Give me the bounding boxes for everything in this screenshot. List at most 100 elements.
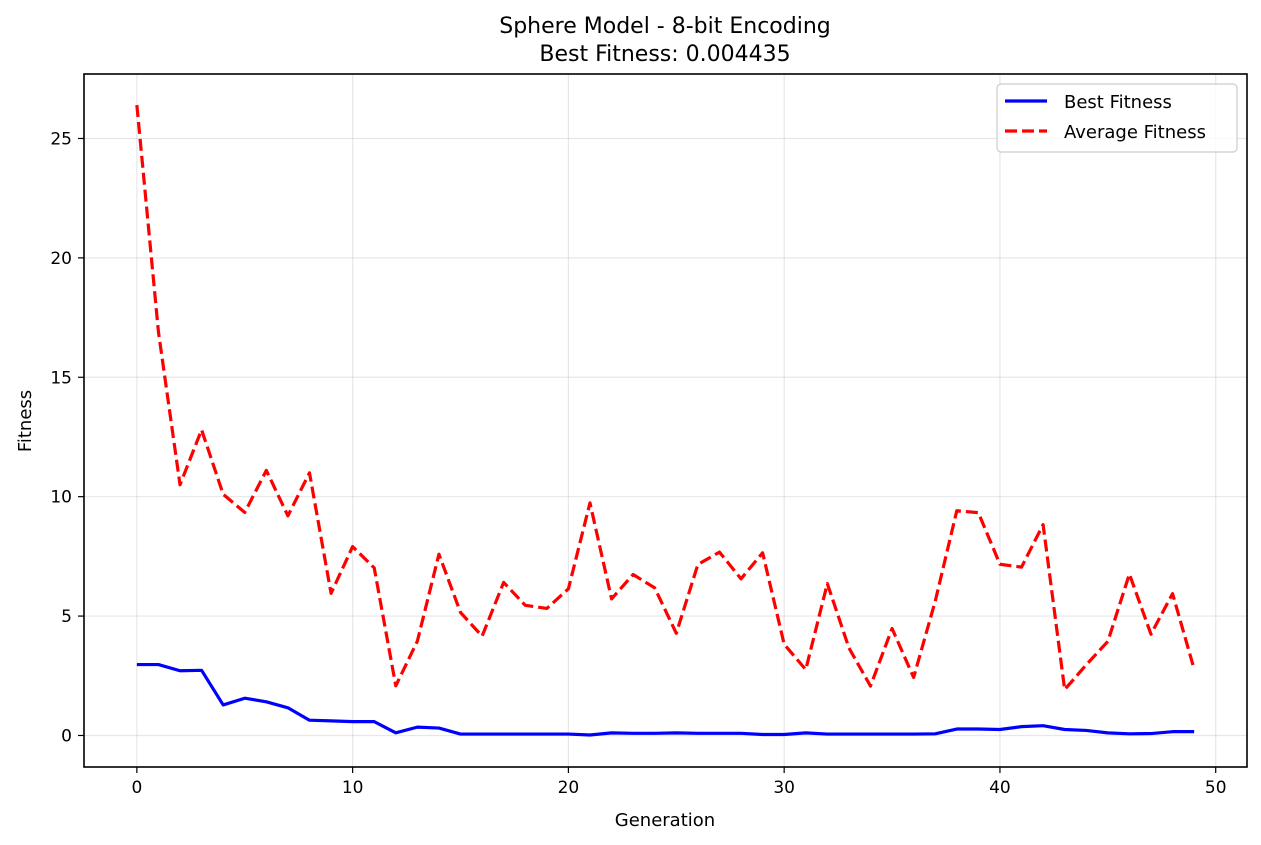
data-point-average-fitness — [523, 603, 528, 608]
data-point-best-fitness — [1062, 727, 1067, 732]
data-point-best-fitness — [1148, 731, 1153, 736]
data-point-average-fitness — [178, 482, 183, 487]
data-point-best-fitness — [609, 730, 614, 735]
x-axis-ticks: 0 10 20 30 40 50 — [131, 767, 1227, 798]
data-point-average-fitness — [933, 599, 938, 604]
y-tick-label: 25 — [50, 129, 72, 149]
data-point-best-fitness — [415, 725, 420, 730]
data-point-average-fitness — [652, 585, 657, 590]
y-tick-label: 20 — [50, 249, 72, 269]
data-point-average-fitness — [674, 631, 679, 636]
data-point-average-fitness — [1127, 572, 1132, 577]
data-point-best-fitness — [1170, 729, 1175, 734]
data-point-average-fitness — [997, 562, 1002, 567]
data-point-average-fitness — [415, 639, 420, 644]
y-tick-label: 0 — [61, 726, 72, 746]
x-tick-label: 10 — [342, 778, 364, 798]
data-point-best-fitness — [587, 733, 592, 738]
data-point-best-fitness — [890, 732, 895, 737]
data-point-average-fitness — [242, 510, 247, 515]
data-point-average-fitness — [566, 586, 571, 591]
data-point-best-fitness — [329, 718, 334, 723]
data-point-best-fitness — [868, 732, 873, 737]
data-point-average-fitness — [976, 510, 981, 515]
data-point-average-fitness — [199, 427, 204, 432]
data-point-best-fitness — [1105, 730, 1110, 735]
data-point-best-fitness — [1041, 723, 1046, 728]
data-point-best-fitness — [652, 731, 657, 736]
x-tick-label: 40 — [989, 778, 1011, 798]
data-point-average-fitness — [134, 103, 139, 108]
data-point-average-fitness — [156, 329, 161, 334]
data-point-average-fitness — [501, 580, 506, 585]
data-point-best-fitness — [1019, 724, 1024, 729]
data-point-average-fitness — [825, 581, 830, 586]
data-point-average-fitness — [911, 675, 916, 680]
data-point-best-fitness — [997, 727, 1002, 732]
data-point-average-fitness — [739, 576, 744, 581]
data-point-best-fitness — [782, 732, 787, 737]
x-tick-label: 30 — [773, 778, 795, 798]
data-point-best-fitness — [242, 696, 247, 701]
data-point-best-fitness — [566, 732, 571, 737]
data-point-best-fitness — [480, 732, 485, 737]
chart-title: Sphere Model - 8-bit Encoding — [499, 14, 831, 39]
data-point-best-fitness — [825, 732, 830, 737]
data-point-average-fitness — [890, 626, 895, 631]
data-point-best-fitness — [976, 727, 981, 732]
y-axis-ticks: 0 5 10 15 20 25 — [50, 129, 84, 746]
data-point-average-fitness — [954, 508, 959, 513]
data-point-average-fitness — [1192, 667, 1197, 672]
data-point-average-fitness — [1041, 522, 1046, 527]
data-point-best-fitness — [523, 732, 528, 737]
grid — [84, 74, 1247, 767]
data-point-average-fitness — [1170, 591, 1175, 596]
data-point-average-fitness — [587, 500, 592, 505]
data-point-best-fitness — [846, 732, 851, 737]
y-tick-label: 15 — [50, 368, 72, 388]
data-point-average-fitness — [760, 550, 765, 555]
data-point-average-fitness — [846, 645, 851, 650]
data-point-average-fitness — [1019, 565, 1024, 570]
data-point-best-fitness — [156, 662, 161, 667]
data-point-best-fitness — [544, 732, 549, 737]
data-point-average-fitness — [868, 684, 873, 689]
data-point-best-fitness — [307, 718, 312, 723]
data-point-best-fitness — [760, 732, 765, 737]
data-point-best-fitness — [1127, 731, 1132, 736]
series-lines — [134, 103, 1197, 738]
data-point-average-fitness — [458, 610, 463, 615]
plot-frame — [83, 73, 1248, 768]
data-point-best-fitness — [954, 727, 959, 732]
data-point-best-fitness — [393, 730, 398, 735]
data-point-best-fitness — [803, 730, 808, 735]
data-point-best-fitness — [1084, 728, 1089, 733]
data-point-average-fitness — [544, 606, 549, 611]
data-point-average-fitness — [329, 591, 334, 596]
data-point-average-fitness — [695, 562, 700, 567]
data-point-best-fitness — [739, 731, 744, 736]
data-point-best-fitness — [501, 732, 506, 737]
data-point-average-fitness — [307, 470, 312, 475]
x-tick-label: 50 — [1205, 778, 1227, 798]
data-point-best-fitness — [695, 731, 700, 736]
legend-box — [996, 83, 1238, 153]
x-tick-label: 0 — [131, 778, 142, 798]
data-point-best-fitness — [1192, 729, 1197, 734]
data-point-average-fitness — [1062, 687, 1067, 692]
data-point-best-fitness — [350, 719, 355, 724]
data-point-average-fitness — [717, 550, 722, 555]
data-point-best-fitness — [458, 732, 463, 737]
data-point-average-fitness — [221, 492, 226, 497]
series-line-best-fitness — [136, 662, 1195, 737]
data-point-best-fitness — [717, 731, 722, 736]
data-point-best-fitness — [631, 731, 636, 736]
data-point-average-fitness — [1148, 632, 1153, 637]
data-point-average-fitness — [350, 544, 355, 549]
data-point-average-fitness — [782, 642, 787, 647]
y-tick-label: 5 — [61, 607, 72, 627]
data-point-average-fitness — [264, 468, 269, 473]
data-point-best-fitness — [285, 705, 290, 710]
chart-subtitle: Best Fitness: 0.004435 — [539, 42, 790, 67]
